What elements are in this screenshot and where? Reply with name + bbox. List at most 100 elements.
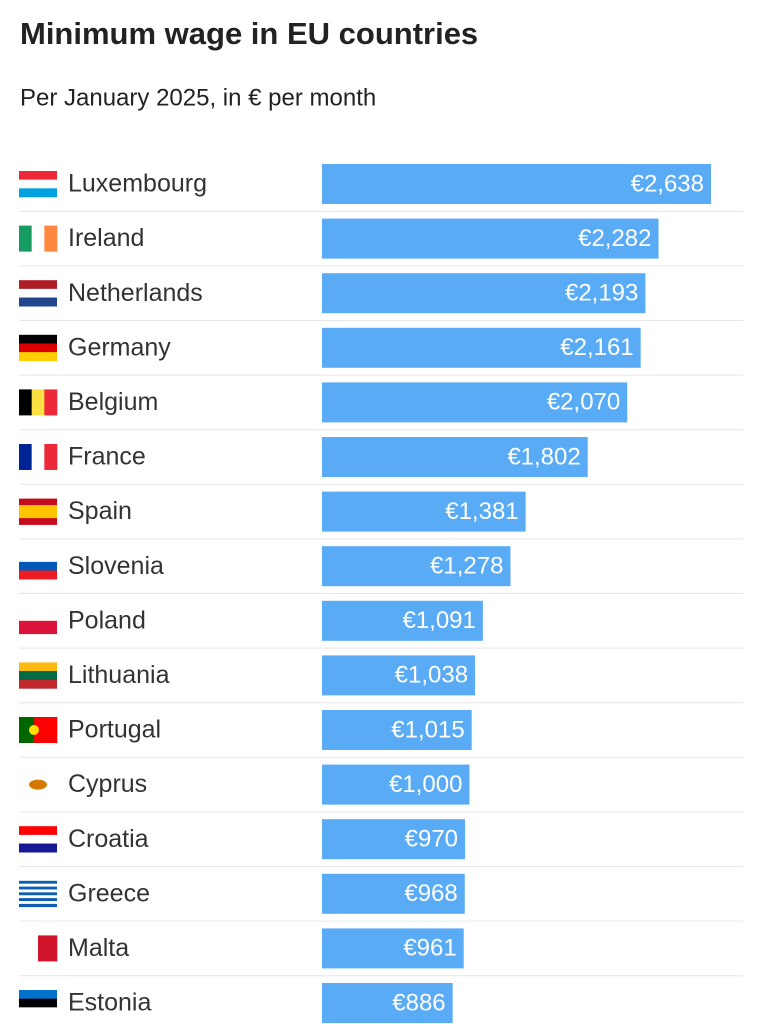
- value-label: €1,381: [445, 498, 518, 525]
- flag-emblem: [29, 725, 39, 735]
- bar: [322, 327, 641, 368]
- flag-stripe: [19, 883, 57, 887]
- flag-stripe: [19, 280, 57, 290]
- flag-stripe: [34, 717, 58, 743]
- bar: [322, 819, 466, 860]
- flag-stripe: [19, 886, 57, 890]
- flag-stripe: [19, 843, 57, 853]
- bar: [322, 928, 464, 969]
- value-label: €961: [403, 935, 456, 962]
- flag-stripe: [19, 903, 57, 908]
- flag-stripe: [31, 225, 45, 252]
- flag-stripe: [19, 389, 32, 416]
- category-label: Poland: [68, 606, 146, 634]
- flag-stripe: [19, 444, 32, 470]
- value-label: €2,070: [547, 389, 620, 416]
- flag-stripe: [31, 389, 45, 416]
- bar: [322, 218, 659, 259]
- flag-stripe: [19, 662, 57, 672]
- flag-stripe: [19, 679, 57, 689]
- value-label: €2,161: [560, 334, 633, 361]
- value-label: €1,278: [430, 553, 503, 580]
- chart-subtitle: Per January 2025, in € per month: [20, 84, 376, 111]
- bar: [322, 164, 711, 204]
- flag-stripe: [19, 179, 57, 189]
- bar: [322, 491, 526, 532]
- flag-stripe: [19, 671, 57, 681]
- flag-stripe: [19, 834, 57, 844]
- flag-stripe: [19, 570, 57, 580]
- category-label: Cyprus: [68, 770, 147, 798]
- category-label: Germany: [68, 333, 171, 361]
- bar: [322, 873, 465, 914]
- value-label: €2,282: [578, 225, 651, 252]
- category-label: Slovenia: [68, 552, 164, 580]
- flag-stripe: [19, 607, 57, 622]
- flag-stripe: [19, 505, 57, 519]
- flag-stripe: [19, 498, 57, 506]
- flag-stripe: [19, 561, 57, 571]
- category-label: France: [68, 443, 146, 471]
- flag-stripe: [19, 225, 32, 252]
- value-label: €1,802: [507, 443, 580, 470]
- flag-stripe: [19, 343, 57, 353]
- category-label: Estonia: [68, 989, 151, 1017]
- flag-stripe: [44, 225, 58, 252]
- flag-stripe: [19, 898, 57, 902]
- flag-stripe: [19, 518, 57, 525]
- flag-stripe: [19, 826, 57, 836]
- flag-stripe: [19, 288, 57, 298]
- value-label: €886: [392, 989, 445, 1016]
- value-label: €1,015: [391, 716, 464, 743]
- category-label: Lithuania: [68, 661, 170, 689]
- flag-stripe: [19, 880, 57, 884]
- bar: [322, 600, 483, 641]
- flag-stripe: [19, 553, 57, 563]
- flag-stripe: [19, 935, 39, 962]
- bar: [322, 983, 453, 1023]
- bar: [322, 710, 472, 750]
- flag-stripe: [19, 889, 57, 893]
- flag-stripe: [19, 297, 57, 307]
- flag-stripe: [31, 444, 45, 470]
- bar: [322, 764, 470, 805]
- value-label: €1,091: [402, 607, 475, 634]
- flag-stripe: [19, 1007, 57, 1017]
- category-label: Luxembourg: [68, 170, 207, 198]
- value-label: €1,038: [395, 662, 468, 689]
- value-label: €1,000: [389, 771, 462, 798]
- category-label: Croatia: [68, 825, 149, 853]
- category-label: Spain: [68, 497, 132, 525]
- flag-stripe: [19, 901, 57, 905]
- category-label: Netherlands: [68, 279, 203, 307]
- flag-stripe: [19, 334, 57, 344]
- bar: [322, 546, 511, 587]
- flag-stripe: [19, 620, 57, 635]
- value-label: €2,193: [565, 280, 638, 307]
- flag-emblem: [29, 779, 47, 790]
- value-label: €2,638: [631, 170, 704, 197]
- bar: [322, 273, 646, 314]
- flag-stripe: [19, 892, 57, 896]
- category-label: Greece: [68, 879, 150, 907]
- category-label: Ireland: [68, 224, 144, 252]
- flag-stripe: [44, 389, 58, 416]
- category-label: Malta: [68, 934, 129, 962]
- flag-stripe: [38, 935, 58, 962]
- bar: [322, 655, 476, 696]
- flag-stripe: [19, 990, 57, 999]
- bar: [322, 382, 628, 423]
- flag-stripe: [19, 188, 57, 198]
- flag-stripe: [19, 171, 57, 180]
- category-label: Belgium: [68, 388, 158, 416]
- category-label: Portugal: [68, 716, 161, 744]
- bar: [322, 437, 588, 477]
- flag-stripe: [19, 998, 57, 1008]
- value-label: €968: [404, 880, 457, 907]
- flag-stripe: [19, 895, 57, 899]
- flag-stripe: [19, 717, 35, 743]
- flag-stripe: [44, 444, 58, 470]
- value-label: €970: [405, 826, 458, 853]
